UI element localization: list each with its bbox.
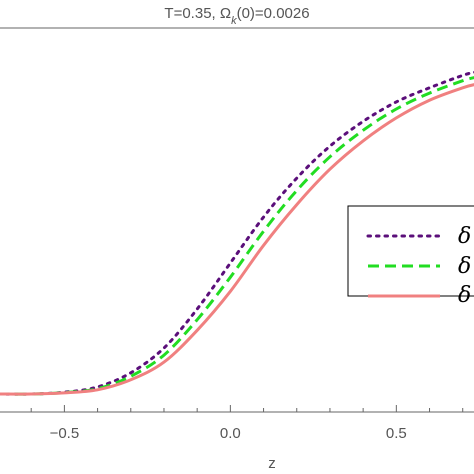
plot-frame bbox=[0, 27, 474, 413]
x-tick-label-2: 0.5 bbox=[386, 425, 407, 442]
legend-label-0: δ bbox=[458, 224, 471, 249]
x-axis-ticks: −0.5 0.0 0.5 bbox=[30, 405, 464, 442]
legend-label-1: δ bbox=[458, 254, 471, 279]
chart-title: T=0.35, Ωk(0)=0.0026 bbox=[164, 5, 309, 27]
x-tick-label-0: −0.5 bbox=[50, 425, 80, 442]
x-tick-label-1: 0.0 bbox=[220, 425, 241, 442]
legend-box bbox=[347, 205, 474, 297]
series-line-0 bbox=[0, 70, 474, 396]
series-layer bbox=[0, 70, 474, 396]
series-line-2 bbox=[0, 83, 474, 396]
legend-label-2: δ bbox=[458, 283, 471, 308]
title-subscript: k bbox=[231, 15, 237, 27]
x-axis-label: z bbox=[268, 455, 276, 472]
series-line-1 bbox=[0, 76, 474, 396]
legend: δ δ δ bbox=[347, 205, 474, 308]
